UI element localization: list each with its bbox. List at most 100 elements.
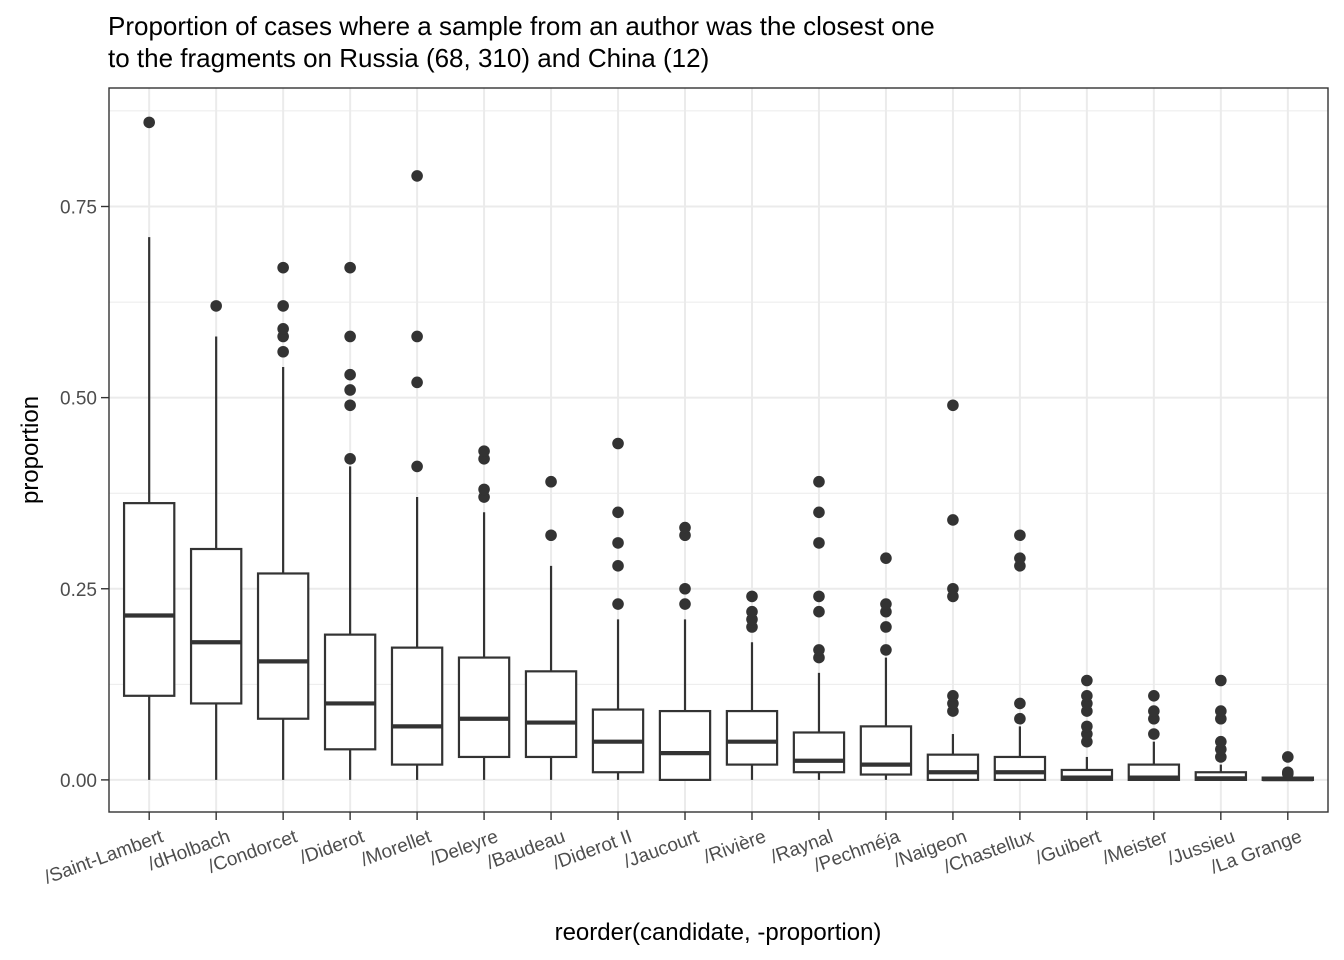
x-tick-label: /Meister — [1100, 826, 1171, 869]
outlier-point — [612, 506, 624, 519]
plot-panel — [109, 88, 1328, 812]
box — [792, 731, 846, 774]
box-group — [591, 437, 645, 780]
y-axis-title: proportion — [17, 396, 44, 504]
x-axis: /Saint-Lambert/dHolbach/Condorcet/Didero… — [42, 812, 1305, 889]
outlier-point — [344, 452, 356, 465]
y-axis: 0.00 0.25 0.50 0.75 — [60, 198, 109, 792]
box — [256, 572, 310, 720]
box — [1060, 768, 1114, 781]
box-group — [859, 552, 913, 780]
y-tick-label: 0.50 — [60, 389, 97, 410]
outlier-point — [1215, 735, 1227, 748]
outlier-point — [947, 399, 959, 412]
box-group — [926, 399, 980, 781]
outlier-point — [679, 521, 691, 534]
box — [859, 725, 913, 776]
outlier-point — [612, 437, 624, 450]
outlier-point — [411, 170, 423, 182]
box-group — [524, 475, 578, 780]
outlier-point — [344, 399, 356, 412]
outlier-point — [679, 598, 691, 610]
box-group — [1261, 751, 1315, 782]
box-group — [323, 261, 377, 780]
box-group — [725, 590, 779, 780]
outlier-point — [612, 598, 624, 610]
box-group — [256, 261, 310, 780]
box — [457, 656, 511, 759]
outlier-point — [1282, 766, 1294, 779]
outlier-point — [612, 537, 624, 549]
outlier-point — [411, 330, 423, 343]
outlier-point — [813, 590, 825, 603]
outlier-point — [1014, 552, 1026, 564]
outlier-point — [813, 475, 825, 488]
outlier-point — [1215, 674, 1227, 687]
chart-title-line-1: Proportion of cases where a sample from … — [108, 11, 935, 41]
outlier-point — [947, 582, 959, 595]
outlier-point — [813, 605, 825, 618]
x-tick-label: /Jaucourt — [621, 826, 702, 873]
box-group — [390, 170, 444, 780]
outlier-point — [143, 116, 155, 129]
outlier-point — [1014, 529, 1026, 542]
outlier-point — [277, 323, 289, 335]
x-tick-label: /Guibert — [1033, 826, 1104, 869]
outlier-point — [1148, 689, 1160, 702]
outlier-point — [1014, 712, 1026, 725]
box — [323, 633, 377, 751]
outlier-point — [210, 300, 222, 312]
box — [658, 709, 712, 781]
y-tick-label: 0.25 — [60, 580, 97, 601]
outlier-point — [1014, 697, 1026, 710]
box-group — [189, 300, 243, 780]
box — [725, 709, 779, 766]
y-tick-label: 0.75 — [60, 198, 97, 219]
outlier-point — [344, 261, 356, 274]
outlier-point — [277, 300, 289, 312]
outlier-point — [880, 621, 892, 633]
outlier-point — [411, 460, 423, 473]
box — [122, 502, 176, 697]
x-tick-label: /Rivière — [701, 826, 769, 868]
outlier-point — [411, 376, 423, 389]
y-tick-label: 0.00 — [60, 771, 97, 792]
outlier-point — [1148, 728, 1160, 740]
box-group — [122, 116, 176, 780]
box — [524, 670, 578, 759]
outlier-point — [947, 689, 959, 702]
outlier-point — [813, 644, 825, 656]
box-group — [1194, 674, 1248, 781]
x-tick-label: /Diderot — [297, 826, 367, 869]
outlier-point — [746, 605, 758, 618]
box-group — [1127, 689, 1181, 781]
box-group — [993, 529, 1047, 781]
outlier-point — [1215, 705, 1227, 717]
box-group — [1060, 674, 1114, 781]
outlier-point — [1081, 674, 1093, 687]
outlier-point — [880, 598, 892, 610]
box — [390, 646, 444, 766]
outlier-point — [1081, 689, 1093, 702]
outlier-point — [813, 537, 825, 549]
x-axis-title: reorder(candidate, -proportion) — [555, 919, 882, 946]
x-tick-label: /Morellet — [358, 826, 434, 871]
box-group — [457, 445, 511, 780]
box-group — [658, 521, 712, 781]
outlier-point — [813, 506, 825, 519]
outlier-point — [478, 445, 490, 457]
outlier-point — [612, 560, 624, 572]
box — [993, 755, 1047, 781]
outlier-point — [1282, 751, 1294, 763]
plot-border — [108, 87, 1329, 813]
outlier-point — [880, 644, 892, 656]
outlier-point — [746, 590, 758, 603]
outlier-point — [1081, 720, 1093, 733]
chart-title-line-2: to the fragments on Russia (68, 310) and… — [108, 43, 710, 73]
grid-minor — [109, 110, 1328, 685]
outlier-point — [344, 384, 356, 396]
outlier-point — [880, 552, 892, 564]
outlier-point — [545, 529, 557, 542]
outlier-point — [277, 261, 289, 274]
outlier-point — [545, 475, 557, 488]
